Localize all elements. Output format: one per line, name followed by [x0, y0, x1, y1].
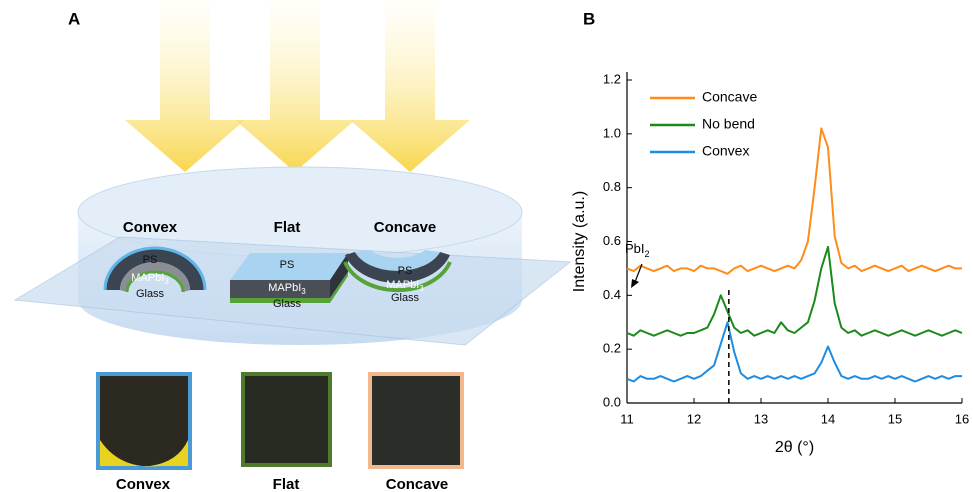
y-axis-title: Intensity (a.u.)	[571, 191, 588, 292]
annotation-arrow	[634, 263, 643, 283]
series-line	[626, 321, 962, 383]
layer-label-sub: 3	[419, 284, 424, 293]
y-tick-label: 0.8	[603, 179, 621, 194]
x-tick-label: 16	[955, 411, 969, 426]
chart: 0.0 0.2 0.4 0.6 0.8 1.0 1.2 11 12 13 14 15 16 2θ (°) I…	[571, 71, 969, 456]
sample-concave	[343, 250, 452, 293]
x-tick-label: 15	[888, 411, 902, 426]
y-tick-label: 0.4	[603, 287, 621, 302]
layer-label-main: Glass	[391, 292, 420, 304]
layer-label-main: PS	[280, 259, 295, 271]
y-tick-label: 1.0	[603, 125, 621, 140]
layer-label-main: MAPbI	[386, 279, 419, 291]
annotation: PbI2	[625, 241, 650, 259]
sample-label: Convex	[123, 219, 178, 236]
series-line	[626, 245, 963, 337]
layer-label-sub: 3	[301, 287, 306, 296]
sample-label: Flat	[274, 219, 301, 236]
layer-label: PS	[280, 259, 295, 271]
photo-label: Flat	[273, 476, 300, 492]
y-tick-label: 0.2	[603, 341, 621, 356]
layer-label: PS	[398, 265, 413, 277]
layer-label: PS	[143, 254, 158, 266]
annotation-arrowhead	[631, 279, 639, 288]
x-tick-label: 14	[821, 411, 835, 426]
panel-label: B	[583, 9, 595, 28]
layer-label-main: Glass	[273, 298, 302, 310]
sample-label: Concave	[374, 219, 437, 236]
y-tick-label: 0.0	[603, 394, 621, 409]
x-tick-label: 12	[687, 411, 701, 426]
layer-label: MAPbI3	[268, 282, 306, 296]
layer-label: MAPbI3	[386, 279, 424, 293]
panel-label: A	[68, 9, 80, 28]
layer-label: Glass	[391, 292, 420, 304]
legend-label: No bend	[702, 116, 755, 132]
photo-label: Convex	[116, 476, 171, 492]
series-line	[626, 127, 962, 275]
x-axis-title: 2θ (°)	[775, 439, 814, 456]
x-tick-label: 11	[620, 411, 634, 426]
photo-label: Concave	[386, 476, 449, 492]
y-tick-label: 1.2	[603, 71, 621, 86]
layer-label-sub: 3	[164, 277, 169, 286]
layer-label-main: Glass	[136, 288, 165, 300]
layer-label-main: PS	[143, 254, 158, 266]
layer-label: Glass	[273, 298, 302, 310]
light-arrows	[125, 0, 470, 172]
layer-label-main: MAPbI	[131, 272, 164, 284]
layer-label: Glass	[136, 288, 165, 300]
annotation-main: PbI	[625, 241, 645, 256]
legend-label: Convex	[702, 143, 749, 159]
layer-label-main: PS	[398, 265, 413, 277]
sample-photos	[96, 372, 464, 470]
legend-label: Concave	[702, 89, 757, 105]
y-tick-label: 0.6	[603, 233, 621, 248]
annotation-sub: 2	[645, 249, 650, 259]
layer-label-main: MAPbI	[268, 282, 301, 294]
sample-convex	[103, 246, 207, 293]
layer-label: MAPbI3	[131, 272, 169, 286]
x-tick-label: 13	[754, 411, 768, 426]
sample-flat	[230, 253, 348, 303]
